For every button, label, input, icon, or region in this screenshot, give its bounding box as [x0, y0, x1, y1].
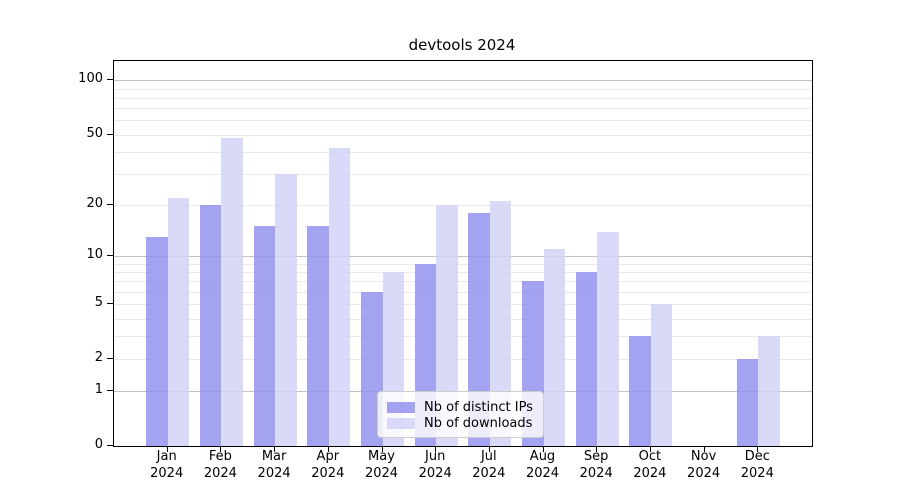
legend: Nb of distinct IPs Nb of downloads: [377, 391, 544, 438]
y-tick-label: 20: [86, 195, 103, 211]
bar-downloads: [543, 249, 565, 446]
bar-downloads: [221, 137, 243, 446]
bar-distinct-ips: [629, 336, 651, 446]
y-tick-mark: [107, 255, 113, 256]
gridline-minor: [114, 120, 812, 122]
bar-distinct-ips: [307, 226, 329, 446]
x-tick-label: Dec 2024: [740, 449, 774, 481]
y-tick-mark: [107, 303, 113, 305]
bar-downloads: [167, 197, 190, 446]
x-tick-label: May 2024: [364, 449, 399, 481]
x-tick-mark: [220, 446, 222, 452]
x-tick-mark: [488, 446, 490, 452]
bar-downloads: [650, 304, 673, 446]
chart-title: devtools 2024: [408, 36, 516, 54]
bar-distinct-ips: [253, 226, 276, 446]
bar-distinct-ips: [575, 271, 598, 446]
legend-row-distinct-ips: Nb of distinct IPs: [387, 399, 534, 415]
bar-downloads: [328, 148, 351, 446]
gridline-minor: [114, 336, 812, 338]
gridline-minor: [114, 304, 812, 306]
y-tick-mark: [107, 445, 113, 446]
gridline-minor: [114, 97, 812, 99]
gridline-major: [114, 80, 812, 82]
gridline-minor: [114, 359, 812, 360]
bar-downloads: [597, 231, 619, 446]
y-tick-mark: [107, 79, 113, 81]
x-tick-label: Mar 2024: [257, 449, 291, 481]
gridline-minor: [114, 263, 812, 265]
gridline-major: [114, 256, 812, 257]
y-tick-label: 5: [94, 295, 103, 311]
bar-downloads: [758, 336, 780, 446]
bar-distinct-ips: [736, 359, 759, 446]
x-tick-mark: [757, 446, 759, 452]
bar-distinct-ips: [199, 204, 222, 446]
gridline-minor: [114, 174, 812, 175]
x-tick-mark: [596, 446, 598, 452]
x-tick-mark: [649, 446, 651, 452]
plot-area: Nb of distinct IPs Nb of downloads: [113, 60, 813, 447]
bar-downloads: [436, 204, 458, 446]
x-tick-label: Apr 2024: [311, 449, 345, 481]
bar-downloads: [489, 201, 512, 446]
y-tick-mark: [107, 358, 113, 359]
x-tick-label: Feb 2024: [203, 449, 237, 481]
x-tick-label: Jan 2024: [150, 449, 184, 481]
x-tick-mark: [381, 446, 383, 452]
gridline-minor: [114, 271, 812, 273]
legend-row-downloads: Nb of downloads: [387, 415, 534, 431]
bar-distinct-ips: [146, 236, 168, 446]
y-tick-mark: [107, 390, 113, 392]
x-tick-label: Oct 2024: [633, 449, 667, 481]
gridline-minor: [114, 204, 812, 206]
x-tick-label: Nov 2024: [687, 449, 721, 481]
bar-downloads: [275, 174, 297, 446]
x-tick-mark: [166, 446, 168, 452]
gridline-minor: [114, 134, 812, 136]
y-tick-mark: [107, 203, 113, 205]
x-tick-mark: [274, 446, 276, 452]
gridline-minor: [114, 318, 812, 320]
x-tick-label: Jul 2024: [472, 449, 506, 481]
y-tick-label: 10: [86, 247, 103, 262]
y-tick-label: 50: [86, 125, 103, 141]
y-tick-mark: [107, 133, 113, 135]
y-tick-label: 1: [94, 382, 103, 398]
x-tick-mark: [435, 446, 437, 452]
y-tick-label: 2: [94, 350, 103, 365]
x-tick-label: Jun 2024: [418, 449, 452, 481]
y-tick-label: 0: [94, 437, 103, 452]
gridline-minor: [114, 108, 812, 110]
gridline-minor: [114, 88, 812, 90]
x-tick-mark: [327, 446, 329, 452]
legend-swatch-distinct-ips: [387, 401, 415, 413]
bar-distinct-ips: [468, 212, 490, 446]
x-tick-mark: [542, 446, 544, 452]
x-tick-mark: [703, 446, 705, 452]
y-tick-label: 100: [78, 71, 103, 87]
x-tick-label: Sep 2024: [579, 449, 613, 481]
legend-label-distinct-ips: Nb of distinct IPs: [424, 399, 533, 415]
gridline-minor: [114, 291, 812, 293]
gridline-minor: [114, 151, 812, 153]
legend-label-downloads: Nb of downloads: [424, 415, 533, 431]
legend-swatch-downloads: [387, 417, 415, 429]
gridline-minor: [114, 281, 812, 283]
x-tick-label: Aug 2024: [525, 449, 560, 481]
